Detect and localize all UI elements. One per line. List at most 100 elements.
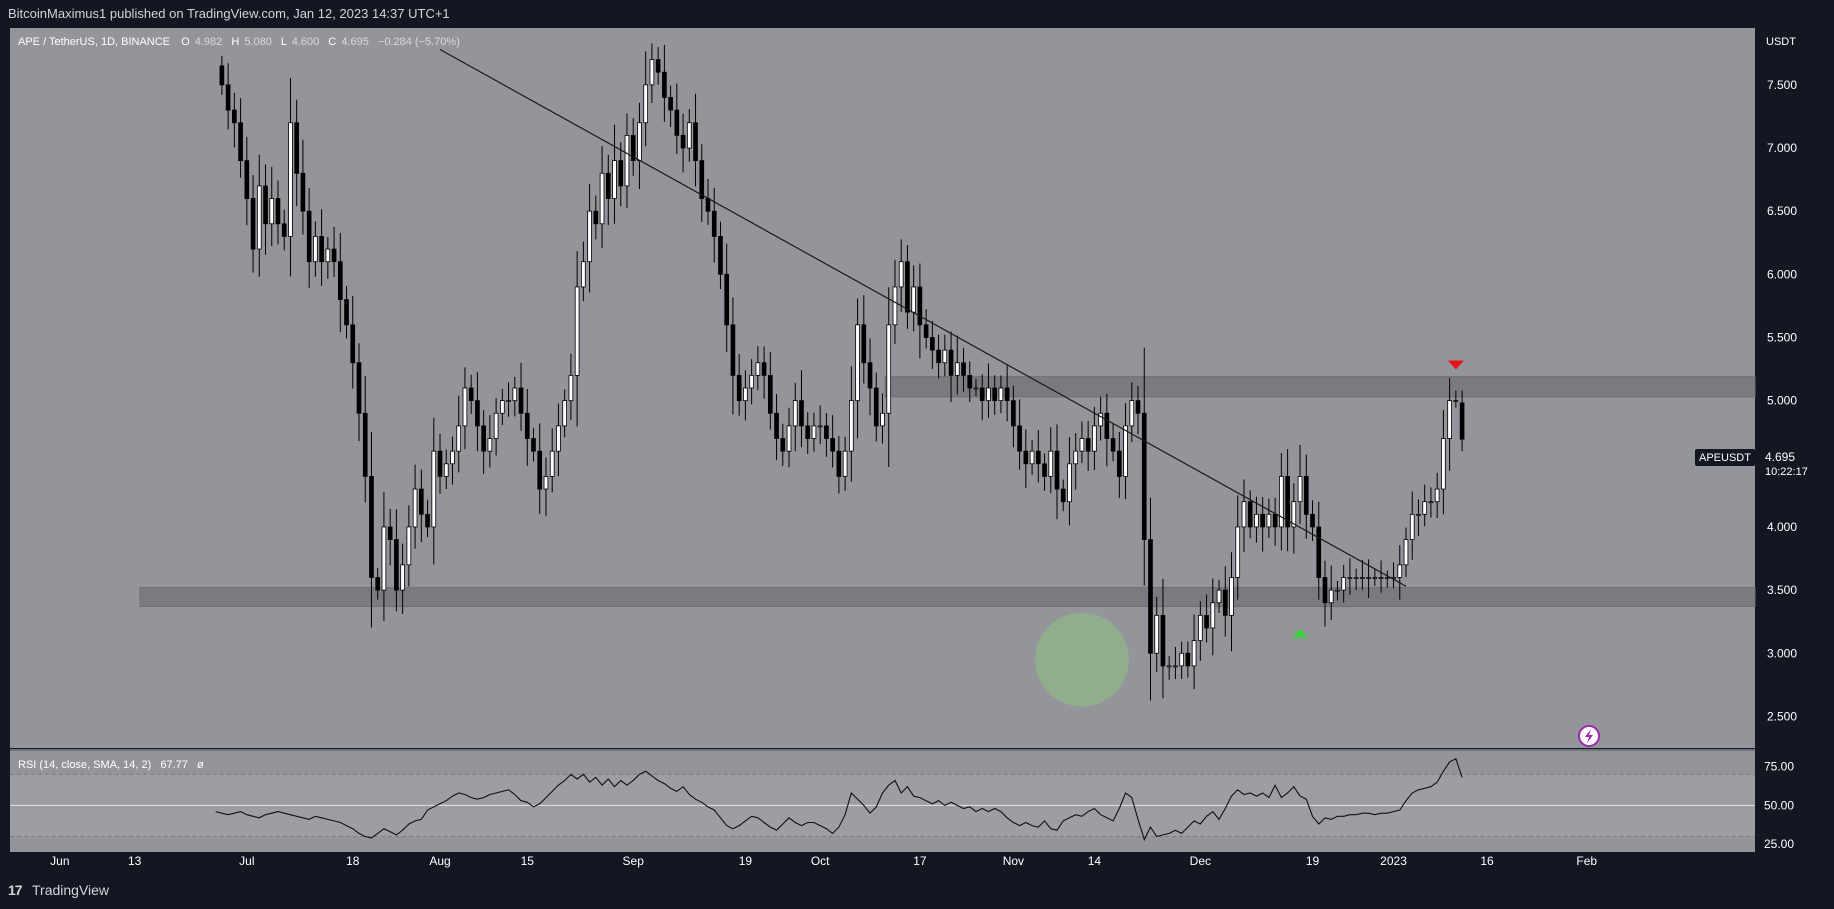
candle-body [1216, 589, 1222, 604]
candle-body [1210, 602, 1216, 629]
tradingview-logo-icon[interactable]: 17 [8, 882, 23, 898]
candle-body [1185, 652, 1191, 667]
candle-body [655, 59, 661, 73]
chart[interactable]: 7.5007.0006.5006.0005.5005.0004.5004.000… [0, 0, 1834, 872]
candle-body [537, 450, 543, 490]
candle-body [325, 248, 331, 263]
time-tick-label: 2023 [1380, 854, 1407, 868]
price-tag-symbol-box [1695, 449, 1755, 466]
rsi-pane[interactable] [10, 749, 1755, 852]
candle-body [1222, 589, 1228, 616]
legend-c-value: 4.695 [341, 36, 369, 48]
candle-body [244, 160, 250, 199]
highlight-circle [1034, 612, 1129, 707]
candle-body [1141, 412, 1147, 540]
candle-body [225, 84, 231, 111]
publish-line: BitcoinMaximus1 published on TradingView… [8, 6, 450, 21]
candle-body [1247, 501, 1253, 528]
candle-body [1347, 577, 1353, 579]
time-tick-label: Jul [239, 854, 254, 868]
candle-body [418, 488, 424, 515]
legend-symbol: APE / TetherUS, 1D, BINANCE [18, 36, 170, 48]
candle-body [1060, 488, 1066, 503]
candle-body [263, 185, 268, 225]
candle-body [811, 425, 817, 439]
candle-body [400, 564, 405, 591]
candle-body [986, 387, 991, 402]
rsi-legend-value: 67.77 [160, 759, 188, 771]
candle-body [1266, 513, 1272, 528]
candle-body [1104, 412, 1110, 439]
candle-body [699, 160, 705, 199]
publish-header: BitcoinMaximus1 published on TradingView… [0, 0, 1834, 28]
candle-body [954, 362, 960, 376]
candle-body [394, 539, 399, 591]
candle-body [437, 450, 443, 477]
candle-body [387, 526, 393, 540]
candle-body [1191, 640, 1197, 667]
candle-body [1422, 501, 1428, 515]
candle-body [961, 362, 966, 376]
candle-body [493, 412, 499, 439]
candle-body [736, 374, 742, 402]
candle-body [1272, 513, 1278, 528]
candle-body [481, 425, 486, 452]
candle-body [1098, 412, 1103, 427]
zones-layer [139, 376, 1756, 608]
candle-body [605, 172, 611, 199]
candle-body [337, 261, 343, 300]
time-tick-label: Dec [1190, 854, 1211, 868]
candle-body [1310, 513, 1315, 528]
candle-body [630, 134, 636, 162]
brand-name[interactable]: TradingView [32, 882, 110, 898]
candle-body [1372, 577, 1378, 579]
candle-body [556, 425, 561, 452]
candle-body [1285, 476, 1290, 528]
candle-body [749, 374, 754, 389]
candle-body [1004, 387, 1010, 402]
price-axis[interactable]: 7.5007.0006.5006.0005.5005.0004.5004.000… [1767, 78, 1797, 724]
rsi-legend-extra: ø [197, 759, 204, 771]
price-tag-symbol: APEUSDT [1699, 452, 1751, 464]
candle-body [487, 438, 493, 452]
rsi-legend: RSI (14, close, SMA, 14, 2) 67.77 ø [18, 759, 204, 771]
candle-body [1254, 513, 1259, 528]
candle-body [873, 387, 879, 427]
candle-body [898, 261, 904, 288]
candle-body [930, 337, 935, 351]
candle-body [250, 198, 256, 250]
candle-body [431, 450, 437, 528]
candle-body [587, 210, 592, 263]
price-tick-label: 6.000 [1767, 267, 1797, 281]
rsi-axis[interactable]: 75.00 50.00 25.00 [1764, 760, 1794, 852]
rsi-tick-label: 50.00 [1764, 798, 1794, 812]
candles-layer [219, 43, 1465, 701]
candle-body [425, 513, 430, 528]
svg-text:RSI (14, close, SMA, 14, 2): RSI (14, close, SMA, 14, 2) 67.77 ø [18, 759, 204, 771]
candle-body [1403, 539, 1409, 566]
candle-body [512, 387, 518, 402]
time-axis[interactable]: Jun 13 Jul 18 Aug 15 Sep 19 Oct 17 Nov 14 Dec 19 2023 1… [50, 854, 1597, 868]
candle-body [581, 261, 586, 288]
candle-body [406, 526, 412, 566]
candle-body [880, 412, 885, 427]
candle-body [319, 236, 324, 263]
price-tag-price-box [1758, 449, 1818, 479]
candle-body [1017, 425, 1022, 452]
candle-body [1416, 513, 1421, 516]
candle-body [1129, 400, 1135, 427]
candle-body [306, 210, 312, 263]
candle-body [855, 324, 860, 402]
alert-icon[interactable] [1578, 725, 1600, 747]
candle-body [1160, 614, 1166, 667]
candle-body [500, 400, 505, 414]
candle-body [238, 122, 243, 162]
lightning-icon [1585, 729, 1593, 743]
candle-body [568, 374, 574, 402]
candle-body [805, 425, 811, 439]
candle-body [1079, 438, 1085, 452]
price-tick-label: 7.500 [1767, 78, 1797, 92]
candle-body [730, 324, 736, 376]
time-tick-label: 13 [128, 854, 142, 868]
candle-body [973, 387, 979, 390]
